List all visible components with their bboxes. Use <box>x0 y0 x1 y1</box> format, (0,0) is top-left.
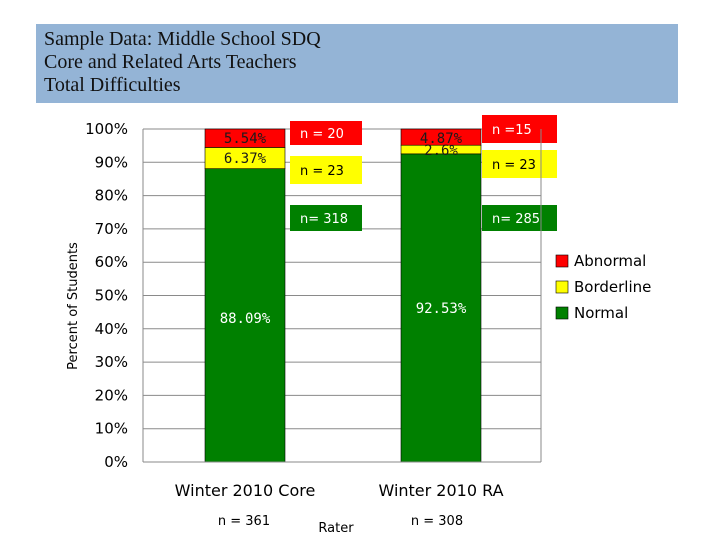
count-box <box>482 205 557 231</box>
count-box <box>290 121 362 145</box>
count-label: n = 23 <box>300 164 344 179</box>
data-label: 6.37% <box>224 151 267 167</box>
count-box <box>482 150 557 178</box>
y-tick-label: 70% <box>95 220 128 238</box>
bar-segment-normal <box>400 153 482 463</box>
x-axis-title: Rater <box>318 521 354 536</box>
segment-labels: 5.54% 6.37% 88.09% 4.87%2.6% 92.53% <box>220 131 467 327</box>
legend-label: Abnormal <box>574 252 646 270</box>
legend-swatch <box>555 254 569 268</box>
data-label: 5.54% <box>224 131 267 147</box>
x-category-label: Winter 2010 RA <box>378 481 503 500</box>
count-box <box>290 156 362 184</box>
title-line-3: Total Difficulties <box>44 74 181 96</box>
y-tick-label: 80% <box>95 187 128 205</box>
y-tick-label: 10% <box>95 420 128 438</box>
y-tick-label: 20% <box>95 386 128 404</box>
y-tick-label: 90% <box>95 153 128 171</box>
title-line-1: Sample Data: Middle School SDQ <box>44 28 321 50</box>
count-box <box>290 205 362 231</box>
y-tick-label: 100% <box>85 120 128 138</box>
legend-label: Borderline <box>574 278 651 296</box>
count-label: n = 20 <box>300 127 344 142</box>
data-label: 2.6% <box>424 143 458 159</box>
bar-segment-abnormal <box>204 128 286 148</box>
legend: Abnormal Borderline Normal <box>555 252 651 322</box>
y-tick-label: 30% <box>95 353 128 371</box>
title-line-2: Core and Related Arts Teachers <box>44 51 297 73</box>
y-tick-label: 40% <box>95 320 128 338</box>
count-box <box>482 115 557 143</box>
legend-swatch <box>555 306 569 320</box>
count-label: n= 318 <box>300 212 348 227</box>
category-total-label: n = 361 <box>218 514 270 529</box>
category-total-label: n = 308 <box>411 514 463 529</box>
data-label: 88.09% <box>220 311 271 327</box>
bar-segment-abnormal <box>400 128 482 146</box>
y-tick-label: 0% <box>104 453 128 471</box>
count-label: n =15 <box>492 123 532 138</box>
x-category-label: Winter 2010 Core <box>175 481 316 500</box>
y-tick-label: 60% <box>95 253 128 271</box>
title-banner: Sample Data: Middle School SDQ Core and … <box>36 24 678 103</box>
legend-swatch <box>555 280 569 294</box>
legend-label: Normal <box>574 304 628 322</box>
y-tick-label: 50% <box>95 287 128 305</box>
bars <box>204 128 482 463</box>
count-label: n= 285 <box>492 212 540 227</box>
axes: 0% 10% 20% 30% 40% 50% 60% 70% 80% 90% 100% Percent… <box>66 120 542 536</box>
data-label: 4.87% <box>420 131 463 147</box>
data-label: 92.53% <box>416 301 467 317</box>
y-axis-title: Percent of Students <box>66 242 81 370</box>
count-label: n = 23 <box>492 158 536 173</box>
count-boxes: n = 20 n = 23 n= 318 n =15 n = 23 n= 285 <box>290 115 557 231</box>
